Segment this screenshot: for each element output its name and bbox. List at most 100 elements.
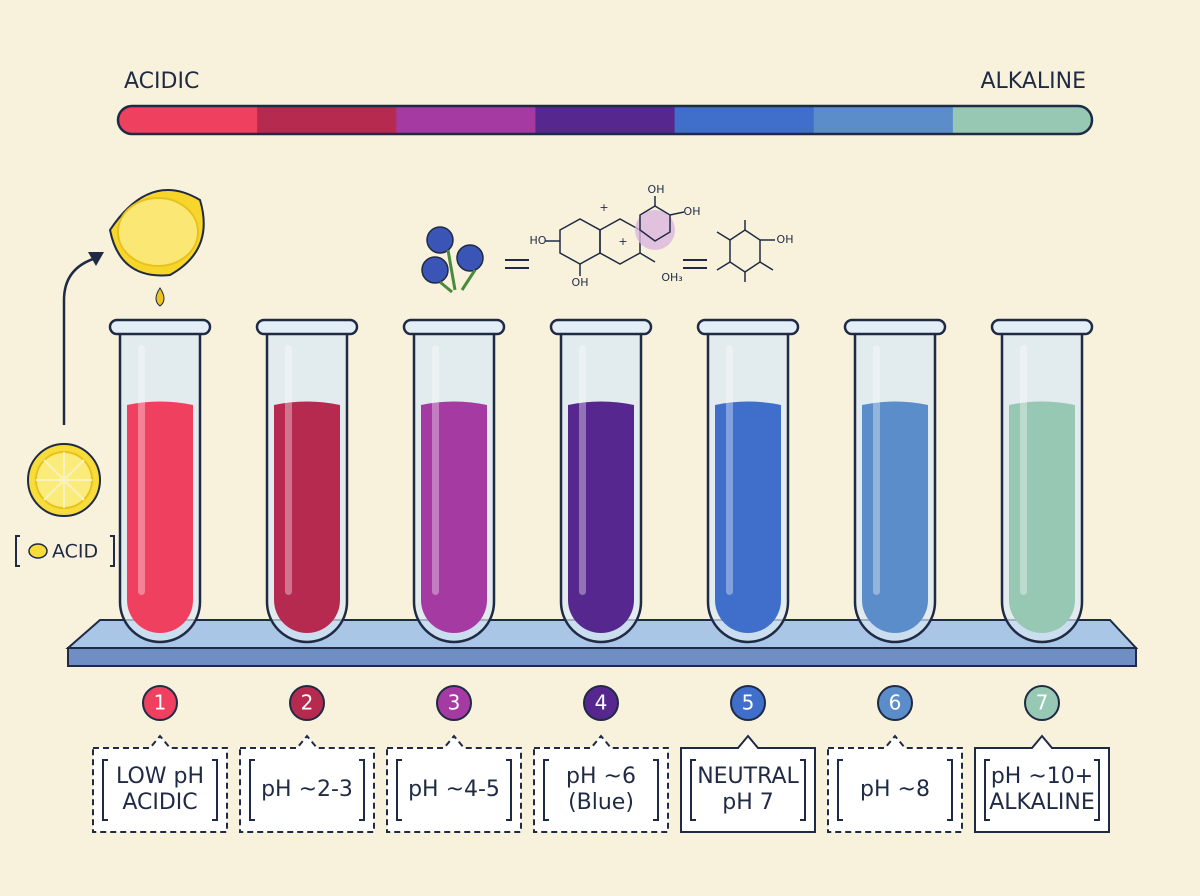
label-text: pH 7	[722, 790, 774, 815]
tube-highlight	[432, 345, 439, 595]
number: 1	[154, 691, 167, 715]
number-badge	[142, 685, 178, 721]
scale-segment	[674, 106, 815, 134]
label-brackets	[984, 759, 1100, 821]
scale-outline	[116, 104, 1094, 136]
scale-right-label: ALKALINE	[981, 69, 1087, 94]
label-text: NEUTRAL	[697, 764, 799, 789]
label-box	[92, 734, 228, 833]
tube-rim	[255, 318, 359, 336]
tube-liquid	[568, 401, 634, 633]
label-box	[386, 734, 522, 833]
label-text: (Blue)	[568, 790, 634, 815]
number: 7	[1036, 691, 1049, 715]
lemon-icon	[28, 543, 48, 559]
tube-liquid	[1009, 401, 1075, 633]
scale-segment	[952, 106, 1092, 134]
molecule-rings	[545, 196, 775, 282]
label-text: ACIDIC	[122, 790, 197, 815]
tube-highlight	[579, 345, 586, 595]
lemon-segments	[36, 452, 92, 508]
number: 3	[448, 691, 461, 715]
label-box	[239, 734, 375, 833]
molecule-label: OH	[572, 276, 589, 289]
number-badge	[877, 685, 913, 721]
number-badge	[730, 685, 766, 721]
label-text: LOW pH	[116, 764, 204, 789]
scale-segment	[813, 106, 954, 134]
arrow	[62, 256, 97, 425]
label-brackets	[102, 759, 218, 821]
tube-highlight	[873, 345, 880, 595]
tube-highlight	[726, 345, 733, 595]
lemon-half-pulp	[117, 197, 199, 267]
label-text: ALKALINE	[989, 790, 1095, 815]
number: 2	[301, 691, 314, 715]
acid-brackets	[15, 535, 115, 567]
number: 4	[595, 691, 608, 715]
number-badge	[289, 685, 325, 721]
tube-rim	[843, 318, 947, 336]
molecule-label: OH	[648, 183, 665, 196]
label-text: pH ~8	[860, 777, 930, 802]
rack-front	[67, 647, 1137, 667]
number-badge	[1024, 685, 1060, 721]
label-brackets	[690, 759, 806, 821]
tube: 7 pH ~10+ALKALINE	[974, 318, 1110, 833]
lemon-drop	[155, 287, 165, 307]
scale-segment	[535, 106, 676, 134]
label-brackets	[837, 759, 953, 821]
arrow-head	[88, 252, 104, 266]
tube-highlight	[138, 345, 145, 595]
tube-rim	[696, 318, 800, 336]
tube-highlight	[1020, 345, 1027, 595]
equilibrium-arrows	[505, 259, 707, 269]
acid-tag: ACID	[52, 541, 98, 563]
pea-flowers	[421, 226, 484, 294]
molecule-label: OH	[684, 205, 701, 218]
number: 5	[742, 691, 755, 715]
scale-left-label: ACIDIC	[124, 69, 199, 94]
label-box	[974, 734, 1110, 833]
scale-segment	[118, 106, 258, 134]
scale-segment	[396, 106, 536, 134]
tube-liquid	[715, 401, 781, 633]
tube-liquid	[274, 401, 340, 633]
molecule-label: +	[599, 201, 608, 214]
label-brackets	[249, 759, 365, 821]
tube-highlight	[285, 345, 292, 595]
label-box	[533, 734, 669, 833]
tube-rim	[402, 318, 506, 336]
molecule-label: OH	[777, 233, 794, 246]
label-text: pH ~2-3	[261, 777, 353, 802]
label-text: pH ~10+	[991, 764, 1093, 789]
number: 6	[889, 691, 902, 715]
tube-liquid	[421, 401, 487, 633]
tube: 6 pH ~8	[827, 318, 963, 833]
label-box	[680, 734, 816, 833]
label-box	[827, 734, 963, 833]
tube-rim	[990, 318, 1094, 336]
label-text: pH ~6	[566, 764, 636, 789]
ph-scale	[118, 106, 1092, 134]
tube-rim	[108, 318, 212, 336]
number-badge	[436, 685, 472, 721]
label-brackets	[396, 759, 512, 821]
molecule-label: HO	[530, 234, 547, 247]
label-text: pH ~4-5	[408, 777, 500, 802]
label-brackets	[543, 759, 659, 821]
molecule-label: OH₃	[661, 271, 682, 284]
tube-liquid	[127, 401, 193, 633]
scale-segment	[257, 106, 397, 134]
tube: 3 pH ~4-5	[386, 318, 522, 833]
tube: 4 pH ~6(Blue)	[533, 318, 669, 833]
number-badge	[583, 685, 619, 721]
tube-liquid	[862, 401, 928, 633]
molecule-label: +	[618, 235, 627, 248]
tube: 2 pH ~2-3	[239, 318, 375, 833]
tube-rim	[549, 318, 653, 336]
